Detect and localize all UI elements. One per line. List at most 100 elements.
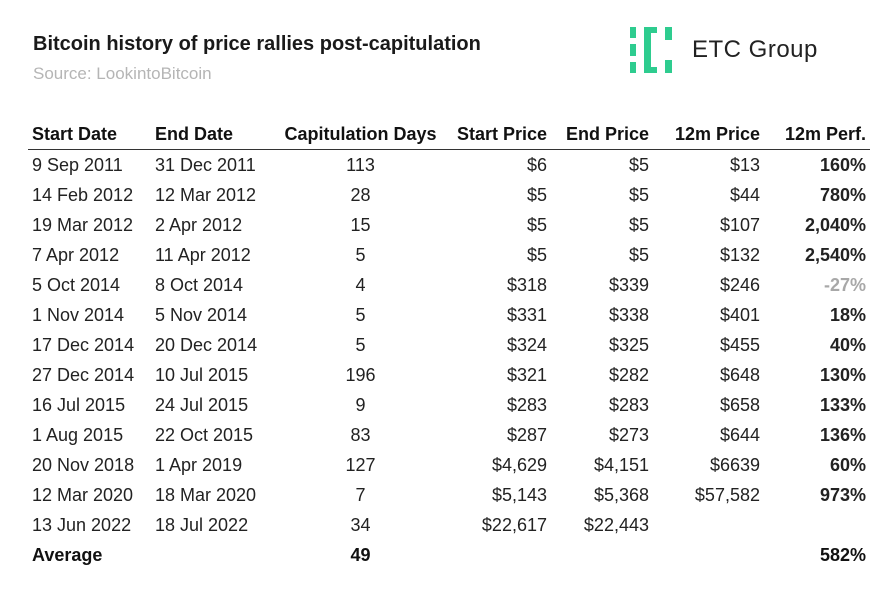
cell-12m-price: $455	[719, 334, 760, 355]
cell-12m-price: $246	[719, 274, 760, 295]
cell-12m-price: $658	[719, 394, 760, 415]
cell-capitulation-days: 34	[350, 514, 371, 535]
cell-12m-perf: 780%	[819, 184, 866, 205]
table-row: 19 Mar 2012 2 Apr 2012 15 $5 $5 $107 2,040%	[28, 210, 870, 240]
source-caption: Source: LookintoBitcoin	[33, 64, 212, 83]
cell-end-date	[151, 540, 276, 570]
cell-end-date: 11 Apr 2012	[155, 244, 251, 265]
table-row: 17 Dec 2014 20 Dec 2014 5 $324 $325 $455 40%	[28, 330, 870, 360]
cell-end-price: $4,151	[593, 454, 649, 475]
average-row: Average 49 582%	[28, 540, 870, 570]
cell-capitulation-days: 127	[345, 454, 376, 475]
table-row: 20 Nov 2018 1 Apr 2019 127 $4,629 $4,151 $663…	[28, 450, 870, 480]
cell-12m-perf: 40%	[829, 334, 866, 355]
table-row: 14 Feb 2012 12 Mar 2012 28 $5 $5 $44 780%	[28, 180, 870, 210]
cell-end-date: 10 Jul 2015	[155, 364, 249, 385]
cell-capitulation-days: 7	[355, 484, 366, 505]
cell-end-date: 20 Dec 2014	[155, 334, 258, 355]
cell-12m-price: $401	[719, 304, 760, 325]
brand-name: ETC Group	[692, 36, 818, 63]
table-row: 13 Jun 2022 18 Jul 2022 34 $22,617 $22,443	[28, 510, 870, 540]
cell-start-date: 1 Nov 2014	[32, 304, 125, 325]
cell-start-price: $287	[506, 424, 547, 445]
column-header-start-price: Start Price	[445, 120, 551, 150]
cell-12m-perf: 160%	[819, 154, 866, 175]
cell-12m-price: $57,582	[694, 484, 760, 505]
page-title: Bitcoin history of price rallies post-ca…	[33, 33, 481, 55]
cell-start-price: $5	[526, 244, 547, 265]
cell-end-date: 18 Jul 2022	[155, 514, 249, 535]
cell-start-date: 19 Mar 2012	[32, 214, 134, 235]
table-row: 16 Jul 2015 24 Jul 2015 9 $283 $283 $658 133%	[28, 390, 870, 420]
cell-start-price: $6	[526, 154, 547, 175]
cell-end-price: $5	[628, 244, 649, 265]
cell-12m-perf: 133%	[819, 394, 866, 415]
cell-12m-price: $132	[719, 244, 760, 265]
column-header-capitulation-days: Capitulation Days	[276, 120, 445, 150]
cell-end-price: $282	[608, 364, 649, 385]
cell-end-price: $273	[608, 424, 649, 445]
cell-start-date: 7 Apr 2012	[32, 244, 120, 265]
cell-12m-price: $13	[729, 154, 760, 175]
column-header-end-date: End Date	[151, 120, 276, 150]
cell-end-price: $325	[608, 334, 649, 355]
cell-start-price: $283	[506, 394, 547, 415]
cell-start-price: $5	[526, 184, 547, 205]
cell-end-date: 31 Dec 2011	[155, 154, 256, 175]
column-header-12m-price: 12m Price	[653, 120, 764, 150]
cell-start-price: $22,617	[481, 514, 547, 535]
cell-end-price	[551, 540, 653, 570]
cell-start-date: 20 Nov 2018	[32, 454, 135, 475]
cell-end-date: 24 Jul 2015	[155, 394, 249, 415]
cell-start-date: 27 Dec 2014	[32, 364, 135, 385]
cell-start-date: Average	[32, 544, 103, 565]
table-row: 1 Aug 2015 22 Oct 2015 83 $287 $273 $644 136%	[28, 420, 870, 450]
cell-12m-perf: 130%	[819, 364, 866, 385]
cell-start-price: $4,629	[491, 454, 547, 475]
cell-capitulation-days: 83	[350, 424, 371, 445]
cell-capitulation-days: 49	[350, 544, 371, 565]
cell-12m-perf: 60%	[829, 454, 866, 475]
cell-end-price: $283	[608, 394, 649, 415]
cell-capitulation-days: 113	[346, 154, 375, 175]
table-body: 9 Sep 2011 31 Dec 2011 113 $6 $5 $13 160% 14 Fe…	[28, 150, 870, 571]
cell-capitulation-days: 5	[355, 304, 366, 325]
cell-end-date: 1 Apr 2019	[155, 454, 243, 475]
column-header-start-date: Start Date	[28, 120, 151, 150]
cell-capitulation-days: 28	[350, 184, 371, 205]
cell-start-date: 13 Jun 2022	[32, 514, 132, 535]
cell-start-price: $5,143	[491, 484, 547, 505]
cell-start-price: $318	[506, 274, 547, 295]
cell-end-price: $5,368	[593, 484, 649, 505]
cell-start-date: 14 Feb 2012	[32, 184, 134, 205]
cell-end-price: $5	[628, 214, 649, 235]
cell-start-price	[445, 540, 551, 570]
cell-12m-price	[653, 510, 764, 540]
cell-12m-price: $44	[729, 184, 760, 205]
cell-12m-perf: 18%	[829, 304, 866, 325]
cell-end-price: $22,443	[583, 514, 649, 535]
cell-start-price: $324	[506, 334, 547, 355]
cell-start-date: 17 Dec 2014	[32, 334, 135, 355]
cell-end-price: $338	[608, 304, 649, 325]
cell-capitulation-days: 15	[350, 214, 371, 235]
cell-12m-price: $6639	[709, 454, 760, 475]
brand-logo: ETC Group	[630, 27, 818, 73]
cell-end-price: $339	[608, 274, 649, 295]
cell-capitulation-days: 9	[355, 394, 366, 415]
cell-start-date: 16 Jul 2015	[32, 394, 126, 415]
table-row: 5 Oct 2014 8 Oct 2014 4 $318 $339 $246 -27%	[28, 270, 870, 300]
etc-group-logo-icon	[630, 27, 676, 73]
cell-12m-price: $648	[719, 364, 760, 385]
cell-end-date: 18 Mar 2020	[155, 484, 257, 505]
cell-capitulation-days: 5	[355, 334, 366, 355]
cell-12m-perf: 2,540%	[804, 244, 866, 265]
cell-12m-perf	[764, 510, 870, 540]
cell-capitulation-days: 5	[355, 244, 366, 265]
table-header-row: Start Date End Date Capitulation Days Start…	[28, 120, 870, 150]
cell-12m-price: $107	[719, 214, 760, 235]
cell-end-price: $5	[628, 154, 649, 175]
cell-start-price: $331	[506, 304, 547, 325]
cell-end-price: $5	[628, 184, 649, 205]
cell-end-date: 8 Oct 2014	[155, 274, 244, 295]
